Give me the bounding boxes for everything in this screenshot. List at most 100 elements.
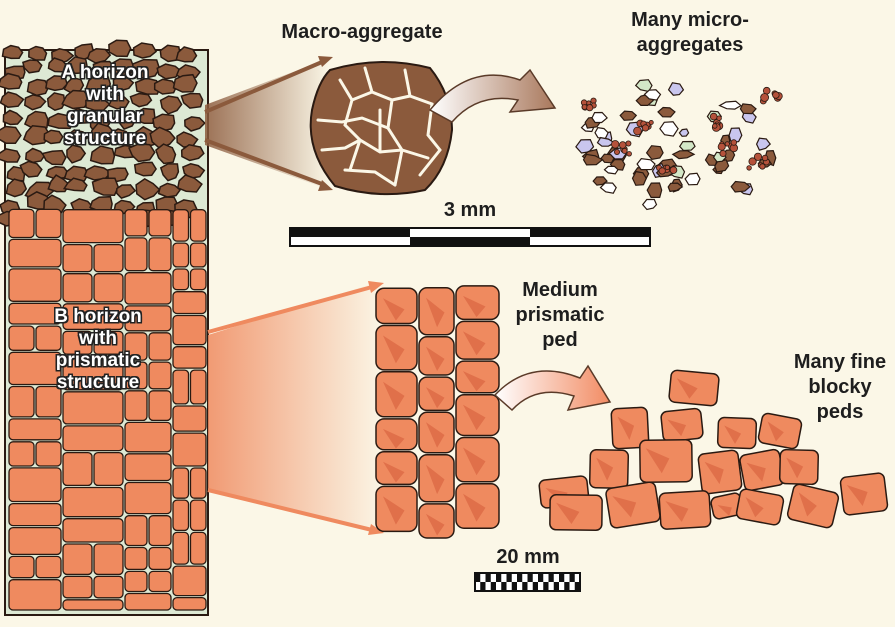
zoom-arrows	[204, 56, 384, 535]
blocky-ped-shading	[798, 492, 817, 517]
micro-aggregate	[631, 170, 647, 186]
ped-block	[455, 360, 500, 394]
arrowhead	[368, 524, 384, 535]
prism-block	[8, 441, 35, 467]
blocky-peds-line-1: Many fine	[793, 351, 887, 373]
micro-grain	[658, 167, 666, 175]
ped-shading	[383, 428, 405, 449]
scale-cell	[506, 573, 512, 582]
prism-block	[172, 369, 190, 405]
granule	[19, 160, 43, 178]
zoom-arrow-upper-b	[207, 285, 373, 334]
granule	[135, 107, 156, 124]
micro-aggregate	[636, 157, 656, 171]
blocky-ped	[739, 448, 785, 492]
granule	[112, 75, 135, 92]
medium-prismatic-ped	[375, 285, 500, 539]
prism-block	[124, 546, 148, 571]
scale-bar-3mm	[289, 227, 651, 247]
prism-block	[189, 242, 207, 268]
micro-grain	[618, 141, 627, 149]
micro-aggregate	[599, 182, 617, 194]
a-horizon-line-2: with	[86, 84, 124, 105]
ped-shading	[426, 346, 445, 371]
micro-aggregate	[582, 153, 604, 166]
granule	[91, 177, 120, 196]
micro-aggregate	[596, 136, 616, 147]
macro-aggregate	[309, 60, 454, 196]
granule	[180, 144, 205, 162]
ped-shading	[463, 371, 486, 392]
granule	[0, 91, 25, 108]
granule	[65, 56, 88, 75]
granule	[25, 147, 46, 164]
micro-grain	[611, 140, 620, 149]
micro-aggregate	[659, 121, 679, 137]
granule	[0, 72, 23, 90]
medium-ped-line-2: prismatic	[515, 304, 605, 326]
micro-aggregate	[678, 140, 696, 152]
scale-cell	[501, 582, 507, 591]
prism-block	[93, 243, 124, 273]
granule	[89, 122, 117, 144]
granule	[180, 92, 204, 109]
prism-block	[124, 209, 148, 237]
granule	[89, 145, 116, 165]
prism-block	[148, 546, 172, 571]
granule	[67, 108, 91, 125]
b-horizon-prisms	[8, 208, 207, 611]
granule	[0, 125, 22, 145]
micro-aggregates-label: Many micro- aggregates	[605, 8, 775, 58]
prism-block	[93, 575, 124, 599]
prism-block	[124, 421, 172, 453]
zoom-arrow-lower-b	[207, 488, 373, 532]
micro-cluster	[759, 86, 783, 105]
blocky-ped	[668, 369, 720, 407]
granule	[45, 75, 68, 92]
micro-grain	[626, 151, 632, 157]
prism-block	[172, 209, 190, 242]
a-horizon-granules	[0, 39, 206, 233]
blocky-ped	[660, 407, 704, 443]
blocky-ped	[639, 438, 693, 484]
scale-cell	[559, 573, 565, 582]
blocky-ped-shading	[596, 457, 614, 481]
micro-grain	[621, 147, 628, 154]
scale-cell	[532, 582, 538, 591]
micro-aggregate	[678, 128, 690, 137]
granule	[133, 161, 157, 177]
granule	[132, 42, 158, 59]
micro-aggregate	[667, 182, 684, 193]
granule	[153, 78, 178, 95]
prism-block	[148, 361, 172, 390]
micro-grain	[664, 164, 670, 170]
ped-shading	[383, 461, 405, 483]
granule	[115, 184, 137, 199]
granule	[184, 116, 206, 132]
granule	[61, 89, 92, 110]
micro-grain	[753, 152, 763, 161]
micro-aggregate	[714, 159, 730, 173]
prism-block	[124, 481, 172, 515]
prism-block	[8, 385, 35, 418]
micro-aggregate	[728, 127, 743, 144]
micro-aggregate	[594, 126, 609, 140]
prism-block	[124, 272, 172, 305]
micro-aggregate	[592, 176, 608, 186]
granule	[45, 165, 69, 180]
granule	[67, 129, 90, 144]
micro-aggregates-line-1: Many micro-	[631, 9, 749, 31]
granule	[47, 57, 68, 73]
scale-cell	[480, 582, 486, 591]
soil-profile-column	[0, 39, 209, 616]
blocky-ped	[839, 472, 889, 516]
blocky-ped-shading	[767, 421, 784, 442]
granule	[172, 73, 198, 93]
curved-arrow-to-micro	[428, 68, 557, 123]
granule	[2, 109, 24, 126]
micro-cluster	[611, 140, 632, 157]
blocky-peds-label: Many fine blocky peds	[790, 350, 890, 425]
micro-aggregate	[641, 198, 658, 211]
ped-block	[375, 418, 418, 451]
prism-block	[172, 242, 190, 268]
